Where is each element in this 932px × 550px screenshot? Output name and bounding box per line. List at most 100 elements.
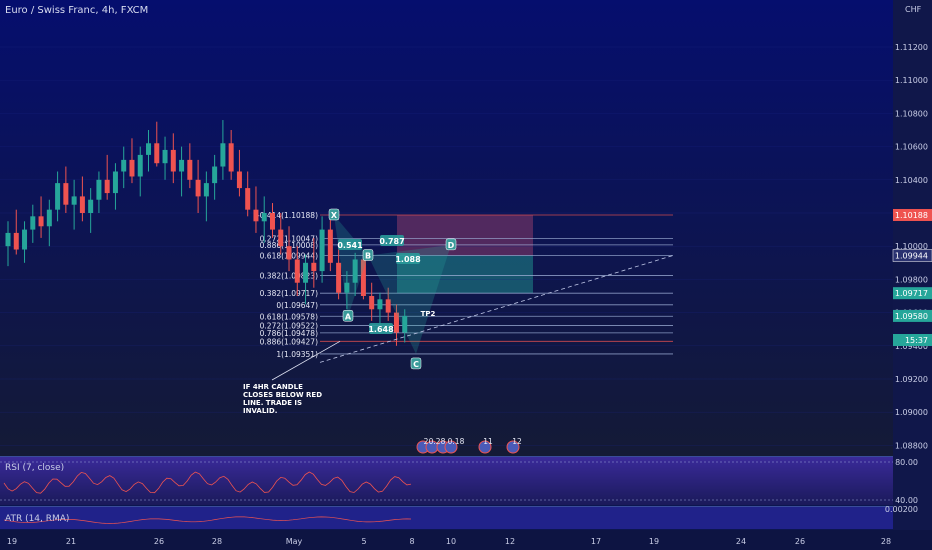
y-tick-label: 1.10600	[895, 143, 928, 152]
candle-body	[220, 143, 226, 167]
candle-body	[245, 188, 251, 210]
candle-body	[30, 216, 36, 230]
ratio-badge	[396, 253, 420, 264]
ratio-badge	[338, 239, 362, 250]
x-tick-label: 28	[881, 537, 891, 546]
y-tick-label: 1.10400	[895, 176, 928, 185]
candle-body	[261, 213, 267, 222]
candle-body	[112, 171, 118, 194]
candle-body	[344, 282, 350, 293]
tp-label: TP2	[421, 310, 436, 318]
candle-body	[402, 315, 408, 333]
pattern-point-marker[interactable]	[445, 238, 457, 251]
candle-body	[303, 262, 309, 283]
candle-body	[187, 159, 193, 180]
price-tag	[893, 208, 932, 221]
rsi-line	[3, 471, 412, 494]
candle-body	[336, 262, 342, 293]
pattern-point-label: A	[345, 312, 352, 321]
price-tag-label: 1.09944	[895, 251, 928, 260]
y-tick-label: 1.09200	[895, 375, 928, 384]
note-line: INVALID.	[243, 407, 277, 415]
candle-body	[71, 196, 77, 205]
atr-value-label: 0.00200	[885, 505, 918, 514]
pattern-point-marker[interactable]	[410, 357, 422, 370]
y-tick-label: 1.09800	[895, 275, 928, 284]
ratio-badge	[369, 323, 393, 334]
ratio-label: 1.648	[368, 325, 394, 334]
candle-body	[253, 209, 259, 222]
x-tick-label: May	[286, 537, 303, 546]
price-tag	[893, 334, 932, 346]
fib-level-label: 0.618(1.09578)	[260, 312, 318, 321]
event-label: 12	[512, 437, 522, 446]
candle-body	[203, 183, 209, 197]
pattern-point-label: D	[448, 241, 455, 250]
y-tick-label: 1.09400	[895, 342, 928, 351]
event-marker[interactable]	[506, 440, 520, 454]
price-tag-label: 1.09717	[895, 289, 928, 298]
x-tick-label: 5	[361, 537, 366, 546]
candle-body	[5, 232, 11, 247]
y-tick-label: 1.10800	[895, 109, 928, 118]
ratio-label: 0.541	[337, 241, 363, 250]
candle-body	[104, 179, 110, 194]
x-tick-label: 19	[7, 537, 17, 546]
candle-body	[311, 262, 317, 272]
pattern-point-marker[interactable]	[362, 249, 374, 261]
candle-body	[377, 299, 383, 310]
atr-pane-bg	[0, 507, 893, 529]
candle-body	[369, 296, 375, 310]
rsi-level-label: 80.00	[895, 458, 918, 467]
event-marker[interactable]	[478, 440, 492, 454]
fib-level-label: 1(1.09351)	[276, 350, 318, 359]
event-marker[interactable]	[444, 440, 458, 454]
price-tag	[893, 287, 932, 300]
pattern-point-marker[interactable]	[328, 208, 340, 221]
atr-line	[3, 516, 412, 524]
candle-body	[121, 159, 127, 172]
currency-label: CHF	[905, 5, 922, 14]
candle-body	[79, 196, 85, 213]
fib-level-label: 0.786(1.09478)	[260, 329, 318, 338]
stop-loss-zone	[397, 214, 533, 256]
price-tag-label: 1.10188	[895, 211, 928, 220]
x-tick-label: 17	[591, 537, 601, 546]
event-label: 0.18	[448, 437, 465, 446]
candle-body	[13, 232, 19, 250]
candle-body	[154, 143, 160, 164]
y-tick-label: 1.08800	[895, 441, 928, 450]
x-tick-label: 21	[66, 537, 76, 546]
candle-body	[269, 213, 275, 230]
rsi-label: RSI (7, close)	[5, 463, 65, 473]
candle-body	[360, 259, 366, 296]
pattern-point-marker[interactable]	[342, 310, 354, 322]
rsi-level-label: 40.00	[895, 496, 918, 505]
price-axis-bg	[893, 0, 932, 530]
price-tag-label: 15:37	[905, 336, 928, 345]
candle-body	[278, 229, 284, 247]
pattern-point-label: X	[331, 211, 338, 220]
candle-body	[137, 154, 143, 177]
fib-level-label: -0.414(1.10188)	[257, 211, 318, 220]
event-label: 2	[424, 437, 429, 446]
trend-line	[319, 255, 674, 363]
fib-level-label: 0.886(1.09427)	[260, 337, 318, 346]
candle-body	[352, 259, 358, 283]
x-tick-label: 24	[736, 537, 746, 546]
ratio-badge	[380, 235, 404, 246]
fib-level-label: 0(1.09647)	[276, 301, 318, 310]
note-line: CLOSES BELOW RED	[243, 391, 322, 399]
price-tag	[893, 309, 932, 322]
y-tick-label: 1.11200	[895, 43, 928, 52]
note-line: LINE. TRADE IS	[243, 399, 302, 407]
candle-body	[212, 166, 218, 184]
time-axis-bg	[0, 530, 932, 550]
candle-body	[96, 179, 102, 200]
fib-level-label: 0.272(1.09522)	[260, 322, 318, 331]
y-tick-label: 1.10000	[895, 242, 928, 251]
candle-body	[179, 159, 185, 172]
price-tag-label: 1.09580	[895, 312, 928, 321]
atr-label: ATR (14, RMA)	[5, 514, 70, 524]
